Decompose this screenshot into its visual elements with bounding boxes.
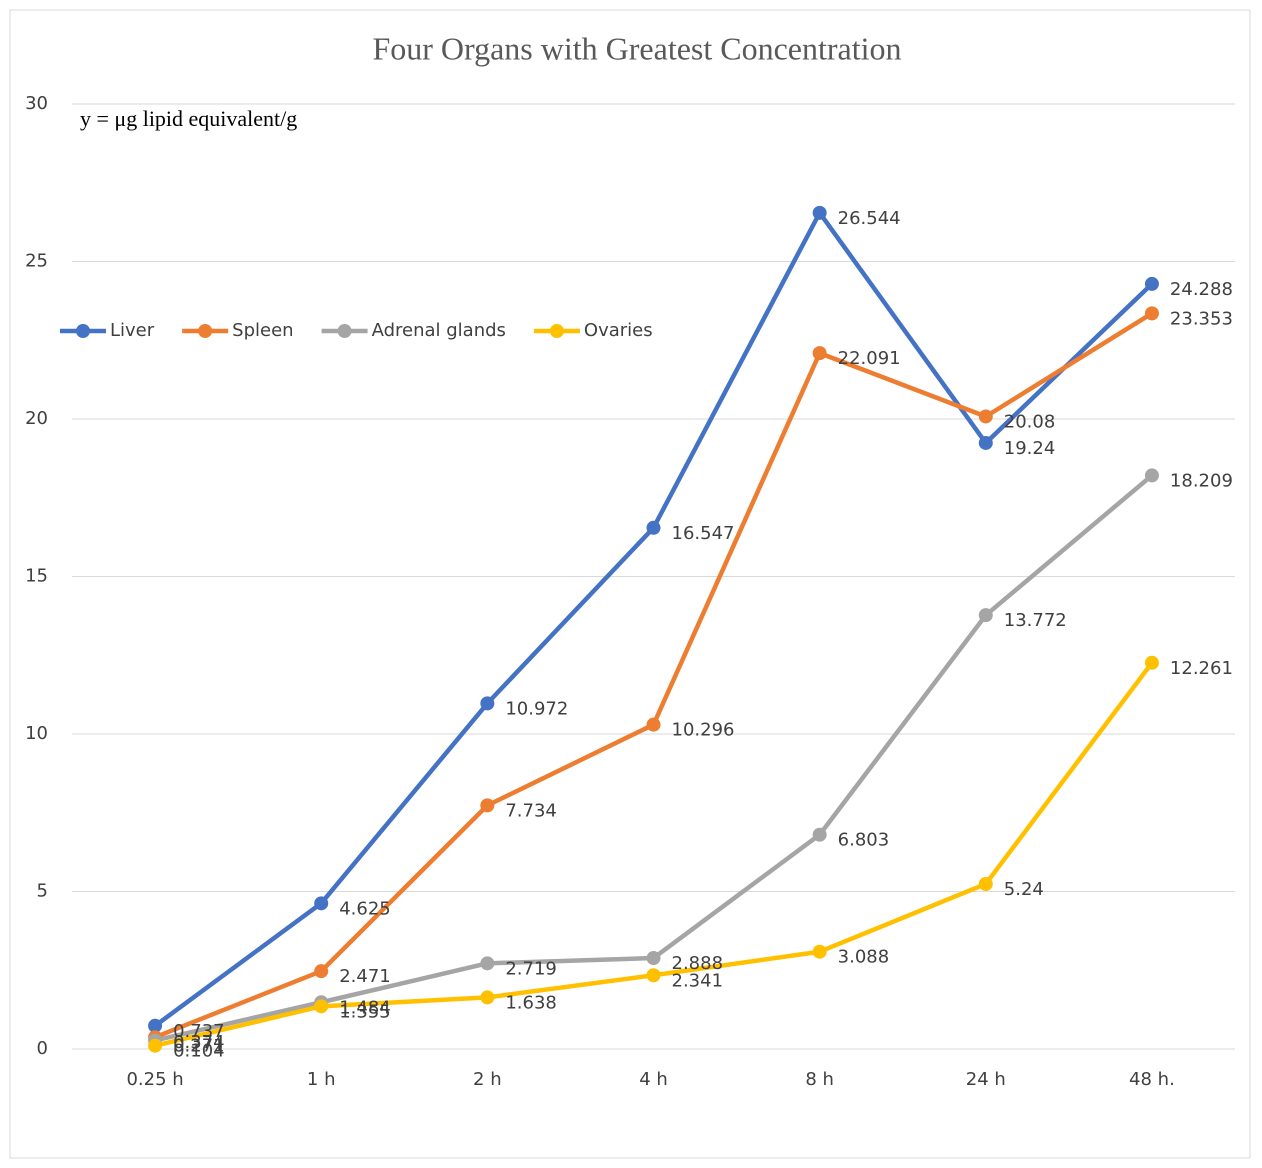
data-point [978, 435, 993, 450]
legend-marker [76, 324, 90, 338]
data-point [812, 827, 827, 842]
legend-label: Spleen [232, 320, 293, 341]
data-label: 1.638 [505, 992, 557, 1013]
y-tick-label: 5 [37, 881, 48, 902]
legend-marker [337, 324, 352, 338]
data-label: 0.271 [173, 1035, 225, 1056]
data-point [148, 1038, 163, 1053]
data-point [646, 717, 661, 732]
x-tick-label: 24 h [966, 1069, 1006, 1090]
data-point [480, 798, 495, 813]
data-point [1144, 276, 1159, 291]
data-label: 26.544 [838, 208, 901, 229]
data-label: 19.24 [1004, 438, 1056, 459]
data-label: 2.719 [505, 958, 557, 979]
data-point [812, 346, 827, 361]
data-label: 10.296 [672, 720, 735, 741]
y-tick-label: 15 [25, 566, 48, 587]
data-label: 24.288 [1170, 279, 1233, 300]
data-point [1144, 468, 1159, 483]
y-tick-label: 0 [37, 1038, 48, 1059]
x-tick-label: 1 h [307, 1069, 336, 1090]
x-tick-label: 2 h [473, 1069, 502, 1090]
annotation: y = μg lipid equivalent/g [80, 106, 297, 131]
data-point [480, 956, 495, 971]
data-point [1144, 306, 1159, 321]
chart-title: Four Organs with Greatest Concentration [372, 30, 901, 66]
data-label: 6.803 [838, 830, 890, 851]
data-label: 3.088 [838, 947, 890, 968]
data-label: 16.547 [672, 523, 735, 544]
data-label: 0.104 [173, 1041, 225, 1062]
legend-marker [549, 324, 564, 338]
data-label: 13.772 [1004, 610, 1067, 631]
legend-label: Adrenal glands [372, 320, 506, 341]
data-label: 1.355 [339, 1001, 391, 1022]
data-label: 4.625 [339, 898, 391, 919]
data-label: 7.734 [505, 800, 557, 821]
x-tick-label: 8 h [805, 1069, 834, 1090]
legend-label: Liver [110, 320, 155, 341]
data-label: 20.08 [1004, 411, 1056, 432]
data-label: 12.261 [1170, 658, 1233, 679]
data-label: 0.737 [173, 1021, 225, 1042]
x-tick-label: 0.25 h [126, 1069, 183, 1090]
data-point [480, 696, 495, 711]
data-label: 2.888 [672, 953, 724, 974]
x-tick-label: 4 h [639, 1069, 668, 1090]
data-point [978, 409, 993, 424]
chart-border [9, 9, 1251, 1159]
y-tick-label: 10 [25, 723, 48, 744]
data-point [314, 896, 329, 911]
data-point [978, 876, 993, 891]
data-point [314, 999, 329, 1014]
data-point [646, 520, 661, 535]
legend-marker [198, 324, 213, 338]
x-tick-label: 48 h. [1129, 1069, 1175, 1090]
data-label: 2.341 [672, 970, 724, 991]
data-point [812, 944, 827, 959]
legend-label: Ovaries [584, 320, 653, 341]
data-label: 5.24 [1004, 879, 1044, 900]
data-point [646, 951, 661, 966]
data-label: 2.471 [339, 966, 391, 987]
data-point [978, 608, 993, 623]
data-point [646, 968, 661, 983]
data-point [480, 990, 495, 1005]
data-point [812, 205, 827, 220]
data-label: 23.353 [1170, 308, 1233, 329]
data-label: 0.374 [173, 1032, 225, 1053]
data-label: 10.972 [505, 698, 568, 719]
data-label: 22.091 [838, 348, 901, 369]
data-label: 1.484 [339, 997, 391, 1018]
data-point [148, 1018, 163, 1033]
data-point [1144, 655, 1159, 670]
y-tick-label: 30 [25, 93, 48, 114]
y-tick-label: 20 [25, 408, 48, 429]
data-label: 18.209 [1170, 470, 1233, 491]
data-point [314, 964, 329, 979]
y-tick-label: 25 [25, 251, 48, 272]
